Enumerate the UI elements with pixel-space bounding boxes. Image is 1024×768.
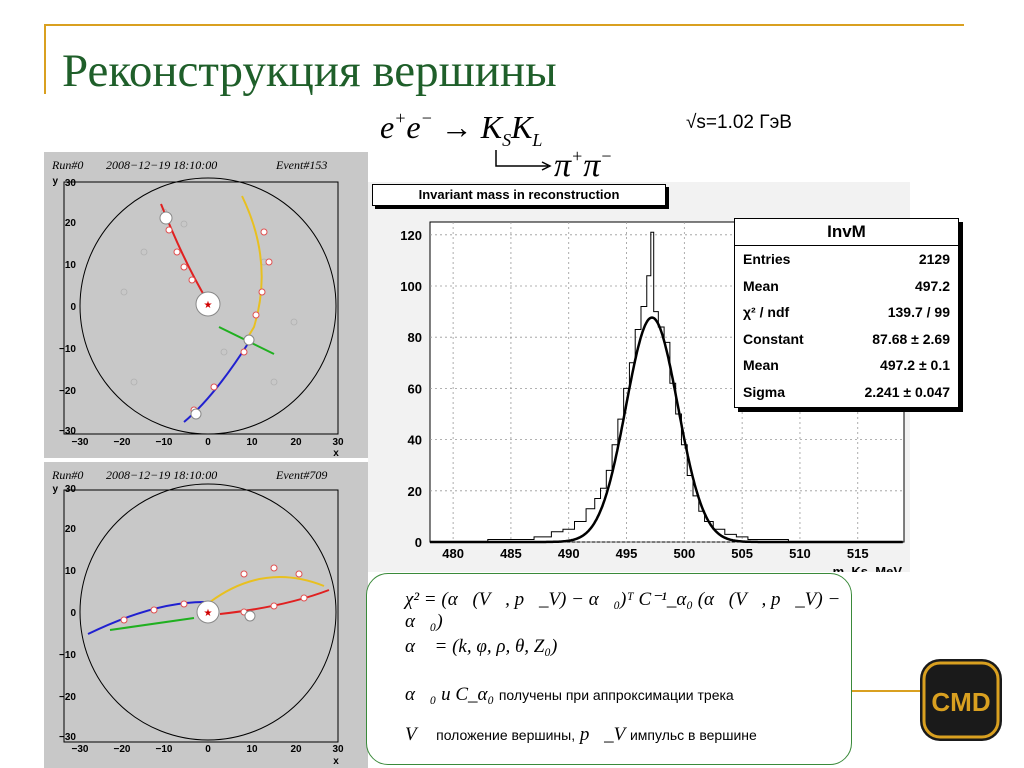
stats-row: Mean 497.2 ± 0.1 (735, 352, 958, 379)
svg-text:0: 0 (205, 437, 211, 448)
slide-title: Реконструкция вершины (62, 45, 557, 97)
svg-text:20: 20 (290, 437, 302, 448)
run-label: Run#0 (51, 468, 83, 482)
svg-text:★: ★ (204, 300, 213, 311)
x-tick-label: 515 (847, 546, 869, 561)
stats-label: Entries (743, 251, 791, 267)
svg-text:10: 10 (65, 566, 77, 577)
stats-value: 2.241 ± 0.047 (864, 383, 950, 400)
y-tick-label: 20 (408, 484, 422, 499)
stats-row: Constant 87.68 ± 2.69 (735, 326, 958, 353)
svg-text:30: 30 (332, 744, 344, 755)
alpha0-line: α⃗₀ и C_α₀ получены при аппроксимации тр… (405, 684, 734, 705)
x-axis-label: m_Ks, MeV (833, 564, 903, 572)
stats-title: InvM (735, 219, 958, 246)
alpha-formula: α⃗ = (k, φ, ρ, θ, Z₀) (405, 636, 558, 657)
svg-text:−30: −30 (72, 437, 89, 448)
svg-text:0: 0 (205, 744, 211, 755)
reaction-formula: e+e− → KSKL π+π− (380, 108, 612, 184)
svg-text:30: 30 (65, 178, 77, 189)
svg-text:−10: −10 (59, 344, 76, 355)
stats-box: InvM Entries 2129 Mean 497.2 χ² / ndf 139.7 /… (734, 218, 959, 408)
svg-text:−10: −10 (156, 437, 173, 448)
stats-row: Mean 497.2 (735, 273, 958, 300)
svg-text:x: x (333, 448, 339, 458)
y-tick-label: 0 (415, 535, 422, 550)
event-display-1: Run#0 2008−12−19 18:10:00 Event#153 ★ −3… (44, 152, 368, 458)
svg-text:−20: −20 (114, 437, 131, 448)
y-tick-label: 40 (408, 433, 422, 448)
svg-text:−20: −20 (59, 692, 76, 703)
stats-label: Sigma (743, 383, 786, 400)
stats-value: 139.7 / 99 (887, 304, 950, 320)
svg-text:y: y (52, 176, 58, 187)
energy-label: √s=1.02 ГэВ (686, 112, 792, 133)
svg-text:0: 0 (70, 302, 76, 313)
svg-text:−30: −30 (72, 744, 89, 755)
stats-row: Sigma 2.241 ± 0.047 (735, 379, 958, 406)
svg-text:−20: −20 (114, 744, 131, 755)
y-tick-label: 100 (400, 279, 422, 294)
x-tick-label: 510 (789, 546, 811, 561)
histogram-title: Invariant mass in reconstruction (372, 184, 666, 206)
left-accent-line (44, 24, 46, 94)
svg-text:30: 30 (332, 437, 344, 448)
y-tick-label: 120 (400, 228, 422, 243)
svg-text:e+e− → KSKL: e+e− → KSKL (380, 108, 542, 150)
x-tick-label: 505 (731, 546, 753, 561)
y-tick-label: 80 (408, 330, 422, 345)
svg-text:10: 10 (246, 437, 258, 448)
svg-text:x: x (333, 756, 339, 767)
top-accent-line (44, 24, 964, 26)
x-tick-label: 480 (442, 546, 464, 561)
event-label: Event#153 (275, 158, 327, 172)
stats-value: 497.2 ± 0.1 (880, 357, 950, 373)
svg-text:π+π−: π+π− (554, 146, 612, 184)
x-tick-label: 490 (558, 546, 580, 561)
event-label: Event#709 (275, 468, 327, 482)
stats-label: Mean (743, 277, 779, 294)
formula-box: χ² = (α⃗(V⃗, p⃗_V) − α⃗₀)ᵀ C⁻¹_α₀ (α⃗(V⃗… (366, 573, 852, 765)
svg-text:−10: −10 (59, 650, 76, 661)
bottom-accent-line (850, 690, 930, 692)
cmd-logo: CMD (920, 659, 1002, 741)
svg-text:10: 10 (246, 744, 258, 755)
stats-row: χ² / ndf 139.7 / 99 (735, 299, 958, 326)
run-label: Run#0 (51, 158, 83, 172)
x-tick-label: 500 (673, 546, 695, 561)
stats-label: Constant (743, 330, 804, 347)
svg-text:−30: −30 (59, 426, 76, 437)
svg-text:20: 20 (290, 744, 302, 755)
gaussian-fit-curve (430, 316, 903, 544)
datetime-label: 2008−12−19 18:10:00 (106, 468, 217, 482)
chi2-formula: χ² = (α⃗(V⃗, p⃗_V) − α⃗₀)ᵀ C⁻¹_α₀ (α⃗(V⃗… (405, 589, 841, 632)
histogram-bins (441, 231, 835, 543)
stats-value: 87.68 ± 2.69 (872, 330, 950, 347)
svg-text:10: 10 (65, 260, 77, 271)
svg-text:20: 20 (65, 524, 77, 535)
svg-text:0: 0 (70, 608, 76, 619)
stats-row: Entries 2129 (735, 246, 958, 273)
y-tick-label: 60 (408, 381, 422, 396)
datetime-label: 2008−12−19 18:10:00 (106, 158, 217, 172)
event-display-2: Run#0 2008−12−19 18:10:00 Event#709 ★ −3… (44, 462, 368, 768)
stats-value: 2129 (918, 251, 950, 267)
vertex-line: V⃗ положение вершины, p⃗_V импульс в вер… (405, 724, 757, 745)
svg-text:20: 20 (65, 218, 77, 229)
svg-text:★: ★ (204, 608, 213, 619)
svg-text:−30: −30 (59, 732, 76, 743)
svg-text:−20: −20 (59, 386, 76, 397)
stats-label: χ² / ndf (743, 304, 790, 320)
svg-text:30: 30 (65, 484, 77, 495)
x-tick-label: 495 (616, 546, 638, 561)
stats-label: Mean (743, 357, 779, 373)
stats-value: 497.2 (914, 277, 950, 294)
svg-text:CMD: CMD (931, 687, 990, 717)
svg-text:y: y (52, 484, 58, 495)
x-tick-label: 485 (500, 546, 522, 561)
svg-text:−10: −10 (156, 744, 173, 755)
